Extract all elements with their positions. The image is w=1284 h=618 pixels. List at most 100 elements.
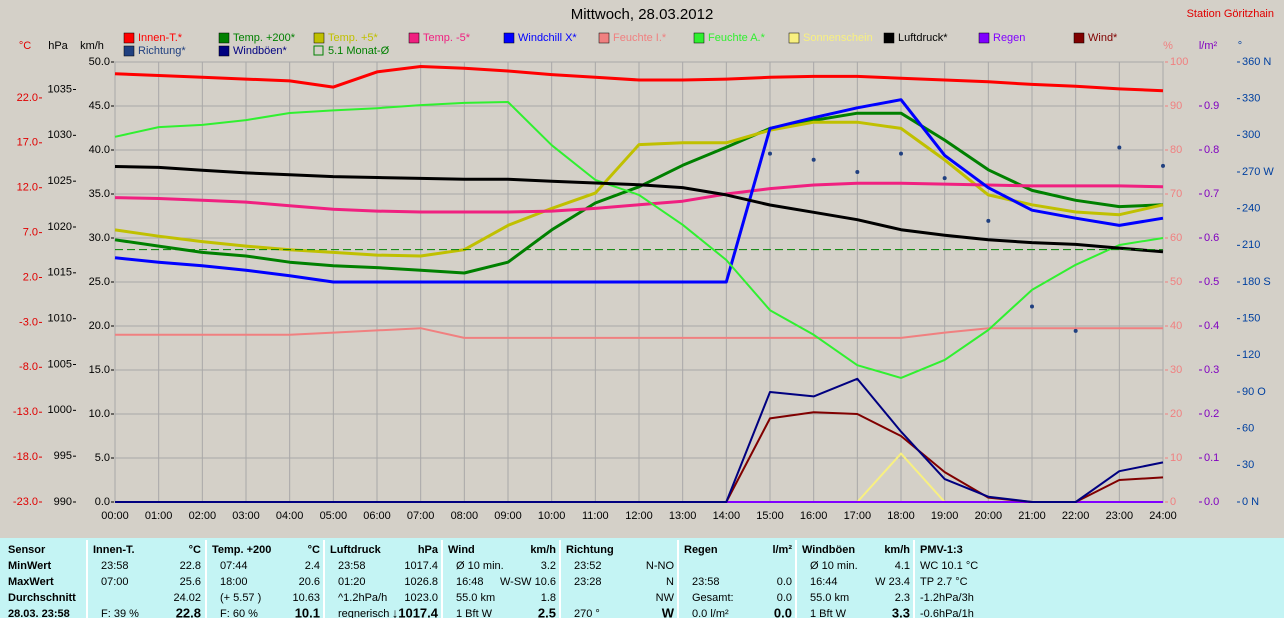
table-cell: Durchschnitt [8, 592, 76, 604]
x-tick-label: 19:00 [931, 510, 959, 522]
table-cell: 55.0 km [456, 592, 495, 604]
x-tick-label: 03:00 [232, 510, 260, 522]
station: Station Göritzhain [1187, 8, 1274, 20]
y-tick-label: 90 [1170, 100, 1182, 112]
legend-swatch [313, 45, 324, 56]
y-tick-label: 1025 [48, 175, 72, 187]
y-tick-label: 90 O [1242, 386, 1266, 398]
legend-swatch [313, 32, 325, 44]
table-value: 25.6 [180, 576, 201, 588]
y-tick-label: 0.4 [1204, 320, 1219, 332]
table-value: N-NO [646, 560, 675, 572]
y-tick-label: 180 S [1242, 276, 1271, 288]
y-tick-label: 10.0 [89, 408, 110, 420]
legend-label: Wind* [1088, 32, 1118, 44]
table-value: 2.3 [895, 592, 910, 604]
y-tick-label: 1020 [48, 221, 72, 233]
legend-label: Luftdruck* [898, 32, 948, 44]
y-tick-label: 0.3 [1204, 364, 1219, 376]
y-tick-label: 360 N [1242, 56, 1271, 68]
table-value: 0.0 [777, 592, 792, 604]
x-tick-label: 11:00 [582, 510, 609, 522]
table-cell: 23:58 [338, 560, 366, 572]
table-value: 3.3 [892, 605, 910, 618]
legend-label: Temp. +200* [233, 32, 296, 44]
table-cell: Ø 10 min. [810, 560, 858, 572]
table-cell: MinWert [8, 560, 52, 572]
axis-unit: ° [1238, 40, 1242, 52]
y-tick-label: 30.0 [89, 232, 110, 244]
legend-label: Temp. +5* [328, 32, 379, 44]
x-tick-label: 17:00 [844, 510, 872, 522]
y-tick-label: 22.0 [17, 92, 38, 104]
table-cell: 01:20 [338, 576, 366, 588]
x-tick-label: 16:00 [800, 510, 828, 522]
y-tick-label: 15.0 [89, 364, 110, 376]
table-value: 1.8 [541, 592, 556, 604]
axis-unit: °C [19, 40, 31, 52]
axis-unit: km/h [80, 40, 104, 52]
table-unit: km/h [884, 544, 910, 556]
x-tick-label: 24:00 [1149, 510, 1177, 522]
table-cell: 16:48 [456, 576, 484, 588]
y-tick-label: 0.1 [1204, 452, 1219, 464]
y-tick-label: 25.0 [89, 276, 110, 288]
y-tick-label: 50 [1170, 276, 1182, 288]
direction-dot [942, 176, 947, 181]
table-cell: 0.0 l/m² [692, 608, 729, 618]
y-tick-label: 20 [1170, 408, 1182, 420]
y-tick-label: 45.0 [89, 100, 110, 112]
table-background [0, 538, 1284, 618]
y-tick-label: -18.0 [13, 451, 38, 463]
y-tick-label: 995 [54, 450, 72, 462]
legend-label: Regen [993, 32, 1025, 44]
y-tick-label: 0 N [1242, 496, 1259, 508]
table-header: Wind [448, 544, 475, 556]
x-tick-label: 23:00 [1106, 510, 1134, 522]
legend-label: Sonnenschein [803, 32, 873, 44]
table-cell: -1.2hPa/3h [920, 592, 974, 604]
legend-swatch [408, 32, 420, 44]
x-tick-label: 20:00 [975, 510, 1003, 522]
table-cell: (+ 5.57 ) [220, 592, 261, 604]
table-unit: °C [308, 544, 320, 556]
table-cell: MaxWert [8, 576, 54, 588]
direction-dot [855, 170, 860, 174]
series-line [114, 181, 1164, 214]
direction-dot [1073, 328, 1078, 333]
table-cell: 23:52 [574, 560, 602, 572]
table-cell: F: 39 % [101, 608, 139, 618]
y-tick-label: 12.0 [17, 182, 38, 194]
y-tick-label: 240 [1242, 203, 1260, 215]
table-value: 0.0 [774, 605, 792, 618]
legend-swatch [1073, 32, 1085, 44]
y-tick-label: 35.0 [89, 188, 110, 200]
x-tick-label: 12:00 [625, 510, 653, 522]
x-tick-label: 07:00 [407, 510, 435, 522]
y-tick-label: 2.0 [23, 271, 38, 283]
y-tick-label: 20.0 [89, 320, 110, 332]
direction-dot [811, 157, 816, 162]
y-tick-label: 330 [1242, 93, 1260, 105]
legend-swatch [693, 32, 705, 44]
y-tick-label: 0.7 [1204, 188, 1219, 200]
table-cell: 28.03. 23:58 [8, 608, 70, 618]
x-tick-label: 04:00 [276, 510, 304, 522]
y-tick-label: 0.0 [95, 496, 110, 508]
table-cell: 07:44 [220, 560, 248, 572]
table-value: 20.6 [299, 576, 320, 588]
table-unit: km/h [530, 544, 556, 556]
table-value: NW [656, 592, 675, 604]
y-tick-label: 0.2 [1204, 408, 1219, 420]
x-tick-label: 06:00 [363, 510, 391, 522]
y-tick-label: 120 [1242, 349, 1260, 361]
y-tick-label: 17.0 [17, 137, 38, 149]
legend-label: Feuchte I.* [613, 32, 667, 44]
x-tick-label: 15:00 [756, 510, 784, 522]
table-cell: 07:00 [101, 576, 129, 588]
legend-label: Innen-T.* [138, 32, 183, 44]
table-value: N [666, 576, 674, 588]
y-tick-label: 1030 [48, 129, 72, 141]
table-value: 22.8 [180, 560, 201, 572]
table-header: Regen [684, 544, 718, 556]
